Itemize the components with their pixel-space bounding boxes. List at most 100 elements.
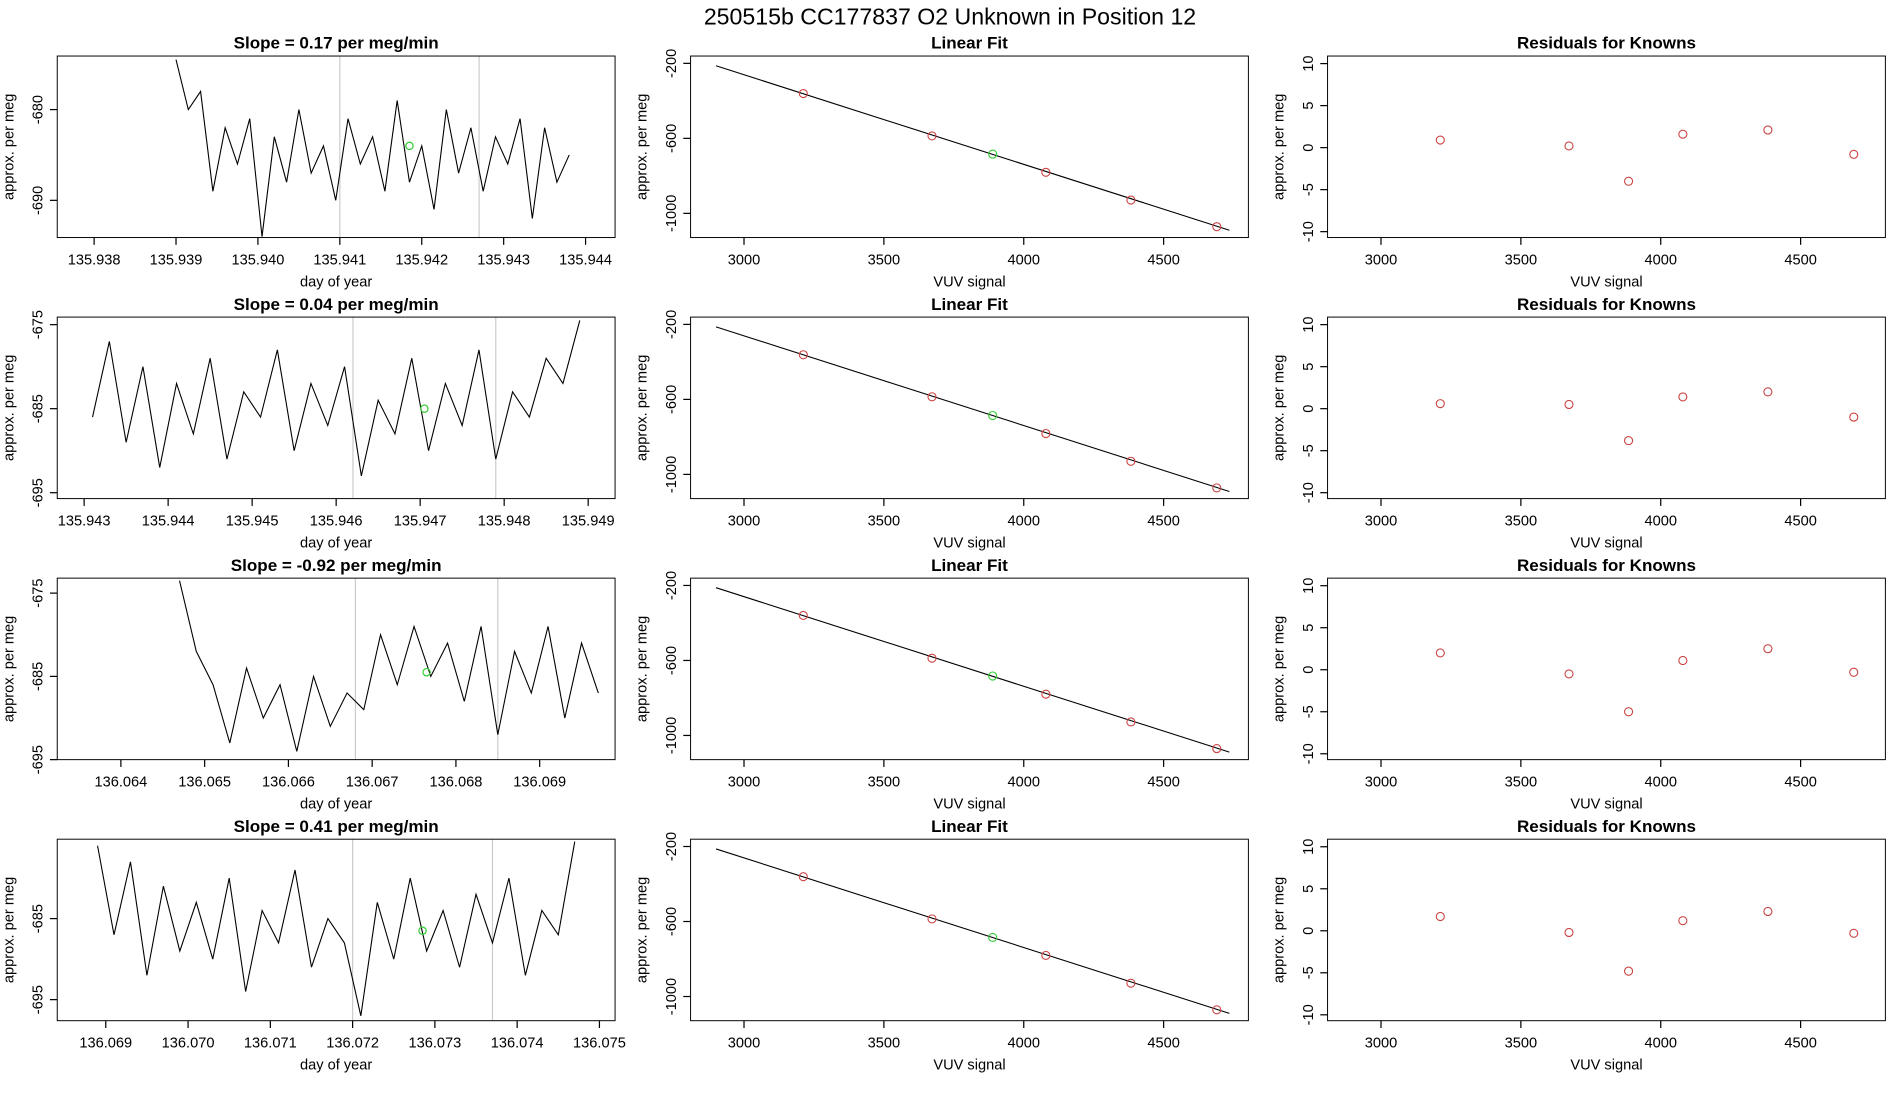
plot-frame	[56, 577, 616, 761]
data-point	[1435, 648, 1445, 658]
x-tick-label: 135.944	[559, 252, 612, 268]
data-point	[1624, 966, 1634, 976]
data-point	[1564, 399, 1574, 410]
x-tick-label: 4000	[1008, 252, 1041, 268]
panel-title: Slope = -0.92 per meg/min	[231, 556, 442, 575]
y-tick-label: 0	[1301, 666, 1317, 674]
x-tick-label: 3500	[868, 774, 901, 790]
y-tick-label: -690	[31, 186, 47, 215]
x-tick-label: 135.943	[477, 252, 530, 268]
x-axis-label: VUV signal	[1570, 1057, 1642, 1073]
plot-area	[175, 56, 570, 238]
plot-frame	[690, 316, 1249, 500]
data-point	[1763, 387, 1773, 397]
data-point	[1126, 195, 1136, 205]
x-tick-label: 136.074	[491, 1035, 544, 1051]
data-point	[1678, 129, 1688, 139]
x-tick-label: 3500	[868, 1035, 901, 1051]
plot-frame	[1327, 838, 1886, 1022]
y-tick-label: -1000	[664, 195, 680, 232]
x-axis-label: VUV signal	[933, 535, 1005, 551]
data-point	[1126, 978, 1136, 988]
x-tick-label: 135.942	[395, 252, 448, 268]
x-tick-label: 135.944	[142, 513, 195, 529]
y-axis-label: approx. per meg	[1, 616, 17, 722]
x-tick-label: 135.943	[58, 513, 111, 529]
y-tick-label: 0	[1301, 927, 1317, 935]
x-tick-label: 3000	[1365, 1035, 1398, 1051]
x-tick-label: 4500	[1147, 252, 1180, 268]
plot-area	[715, 65, 1230, 232]
y-tick-label: -10	[1301, 482, 1317, 503]
y-tick-label: 10	[1301, 55, 1317, 71]
data-point	[1435, 135, 1445, 145]
x-tick-label: 3500	[1505, 774, 1538, 790]
y-tick-label: -600	[664, 646, 680, 675]
data-point	[988, 932, 998, 943]
data-point	[1212, 1005, 1222, 1015]
y-axis-label: approx. per meg	[635, 616, 651, 722]
x-axis-label: VUV signal	[933, 1057, 1005, 1073]
highlight-point	[420, 404, 429, 413]
data-point	[988, 410, 998, 421]
plot-frame	[690, 838, 1249, 1022]
x-axis-label: day of year	[300, 1057, 372, 1073]
y-axis-label: approx. per meg	[1272, 616, 1288, 722]
x-tick-label: 136.065	[178, 774, 231, 790]
y-tick-label: 0	[1301, 405, 1317, 413]
data-point	[1435, 911, 1445, 922]
data-point	[1126, 456, 1136, 466]
x-tick-label: 135.945	[226, 513, 279, 529]
data-point	[1041, 689, 1051, 699]
fit-line	[715, 326, 1230, 492]
panel-title: Slope = 0.41 per meg/min	[234, 817, 439, 836]
plot-area	[715, 326, 1230, 493]
data-point	[1849, 412, 1859, 422]
y-tick-label: -695	[31, 985, 47, 1014]
x-tick-label: 3000	[1365, 774, 1398, 790]
y-tick-label: 5	[1301, 363, 1317, 371]
y-tick-label: -695	[31, 478, 47, 507]
y-tick-label: -5	[1301, 966, 1317, 979]
x-tick-label: 4000	[1008, 774, 1041, 790]
highlight-point	[418, 926, 427, 936]
x-tick-label: 136.066	[262, 774, 315, 790]
plot-area	[1435, 387, 1859, 446]
data-point	[1678, 392, 1688, 402]
y-tick-label: -685	[31, 394, 47, 423]
panel: Linear Fit VUV signal approx. per meg 3000 3…	[635, 34, 1249, 290]
data-line	[178, 580, 599, 752]
plot-area	[178, 578, 599, 760]
x-tick-label: 4000	[1644, 252, 1677, 268]
y-tick-label: -695	[31, 745, 47, 774]
data-point	[1041, 167, 1051, 177]
panel-title: Linear Fit	[931, 34, 1008, 53]
y-tick-label: -1000	[664, 717, 680, 754]
x-tick-label: 135.938	[68, 252, 121, 268]
x-axis-label: VUV signal	[1570, 274, 1642, 290]
y-tick-label: 10	[1301, 578, 1317, 594]
panel: Linear Fit VUV signal approx. per meg 3000 3…	[635, 295, 1249, 551]
panel: Linear Fit VUV signal approx. per meg 3000 3…	[635, 556, 1249, 812]
panel-title: Slope = 0.17 per meg/min	[234, 34, 439, 53]
panel-title: Slope = 0.04 per meg/min	[234, 295, 439, 314]
x-tick-label: 3000	[1365, 252, 1398, 268]
data-point	[1849, 149, 1859, 159]
panel: Residuals for Knowns VUV signal approx. pe…	[1272, 817, 1886, 1073]
y-tick-label: -200	[664, 832, 680, 861]
plot-area	[1435, 125, 1859, 186]
data-point	[1041, 428, 1051, 439]
x-tick-label: 136.073	[408, 1035, 461, 1051]
data-point	[1126, 717, 1136, 727]
plot-frame	[56, 838, 616, 1022]
data-point	[1212, 483, 1222, 493]
plot-frame	[1327, 316, 1886, 500]
y-axis-label: approx. per meg	[635, 877, 651, 983]
x-tick-label: 136.075	[573, 1035, 626, 1051]
y-axis-label: approx. per meg	[1, 94, 17, 200]
y-tick-label: -10	[1301, 743, 1317, 764]
x-tick-label: 4000	[1644, 513, 1677, 529]
y-tick-label: -200	[664, 310, 680, 339]
data-point	[927, 914, 937, 924]
